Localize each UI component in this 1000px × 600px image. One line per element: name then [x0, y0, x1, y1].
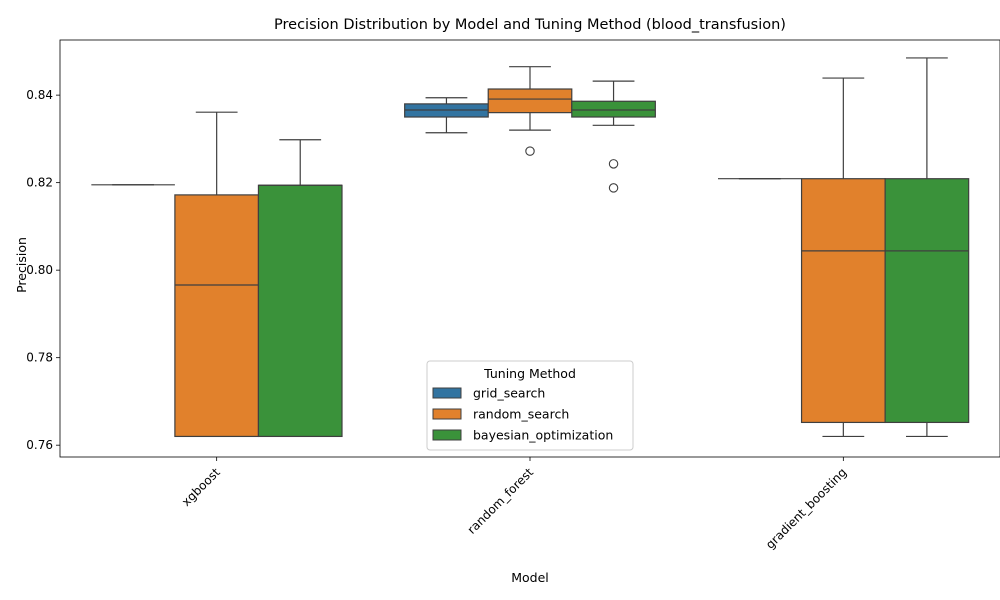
box-gradient_boosting-random_search	[800, 77, 886, 438]
y-axis-label: Precision	[14, 237, 29, 293]
legend-swatch-random_search	[432, 408, 462, 420]
legend-label-bayesian_optimization: bayesian_optimization	[473, 428, 613, 443]
legend: Tuning Method grid_search random_searchba…	[426, 360, 634, 451]
legend-swatch-grid_search	[432, 387, 462, 399]
legend-label-grid_search: grid_search	[473, 386, 545, 401]
box-random_forest-grid_search	[404, 97, 489, 134]
box-body	[571, 100, 656, 118]
box-xgboost-random_search	[174, 111, 260, 438]
y-tick-label: 0.80	[26, 263, 53, 277]
y-tick-label: 0.84	[26, 88, 53, 102]
legend-label-random_search: random_search	[473, 407, 569, 422]
outlier-point	[525, 146, 535, 156]
box-xgboost-bayesian_optimization	[257, 139, 343, 438]
legend-swatch-bayesian_optimization	[432, 429, 462, 441]
outlier-point	[608, 159, 619, 169]
y-tick-label: 0.82	[26, 176, 53, 190]
box-body	[257, 184, 343, 438]
box-body	[174, 194, 260, 438]
box-gradient_boosting-bayesian_optimization	[884, 57, 970, 438]
x-tick-label-random_forest: random_forest	[465, 465, 537, 537]
box-random_forest-random_search	[487, 66, 573, 156]
y-tick-label: 0.76	[26, 438, 53, 452]
legend-title: Tuning Method	[483, 366, 576, 381]
box-body	[884, 178, 970, 424]
plot-area: 0.76 0.78 0.80 0.82 0.84 xgboost random_forest…	[26, 39, 1000, 552]
outlier-point	[608, 183, 619, 193]
chart-title: Precision Distribution by Model and Tuni…	[274, 17, 786, 33]
legend-frame	[426, 360, 634, 451]
box-body	[487, 88, 573, 114]
x-tick-label-xgboost: xgboost	[179, 465, 223, 509]
x-axis-label: Model	[511, 570, 549, 585]
y-tick-label: 0.78	[26, 351, 53, 365]
x-tick-label-gradient_boosting: gradient_boosting	[763, 465, 850, 552]
box-body	[800, 178, 886, 424]
box-random_forest-bayesian_optimization	[571, 80, 656, 193]
